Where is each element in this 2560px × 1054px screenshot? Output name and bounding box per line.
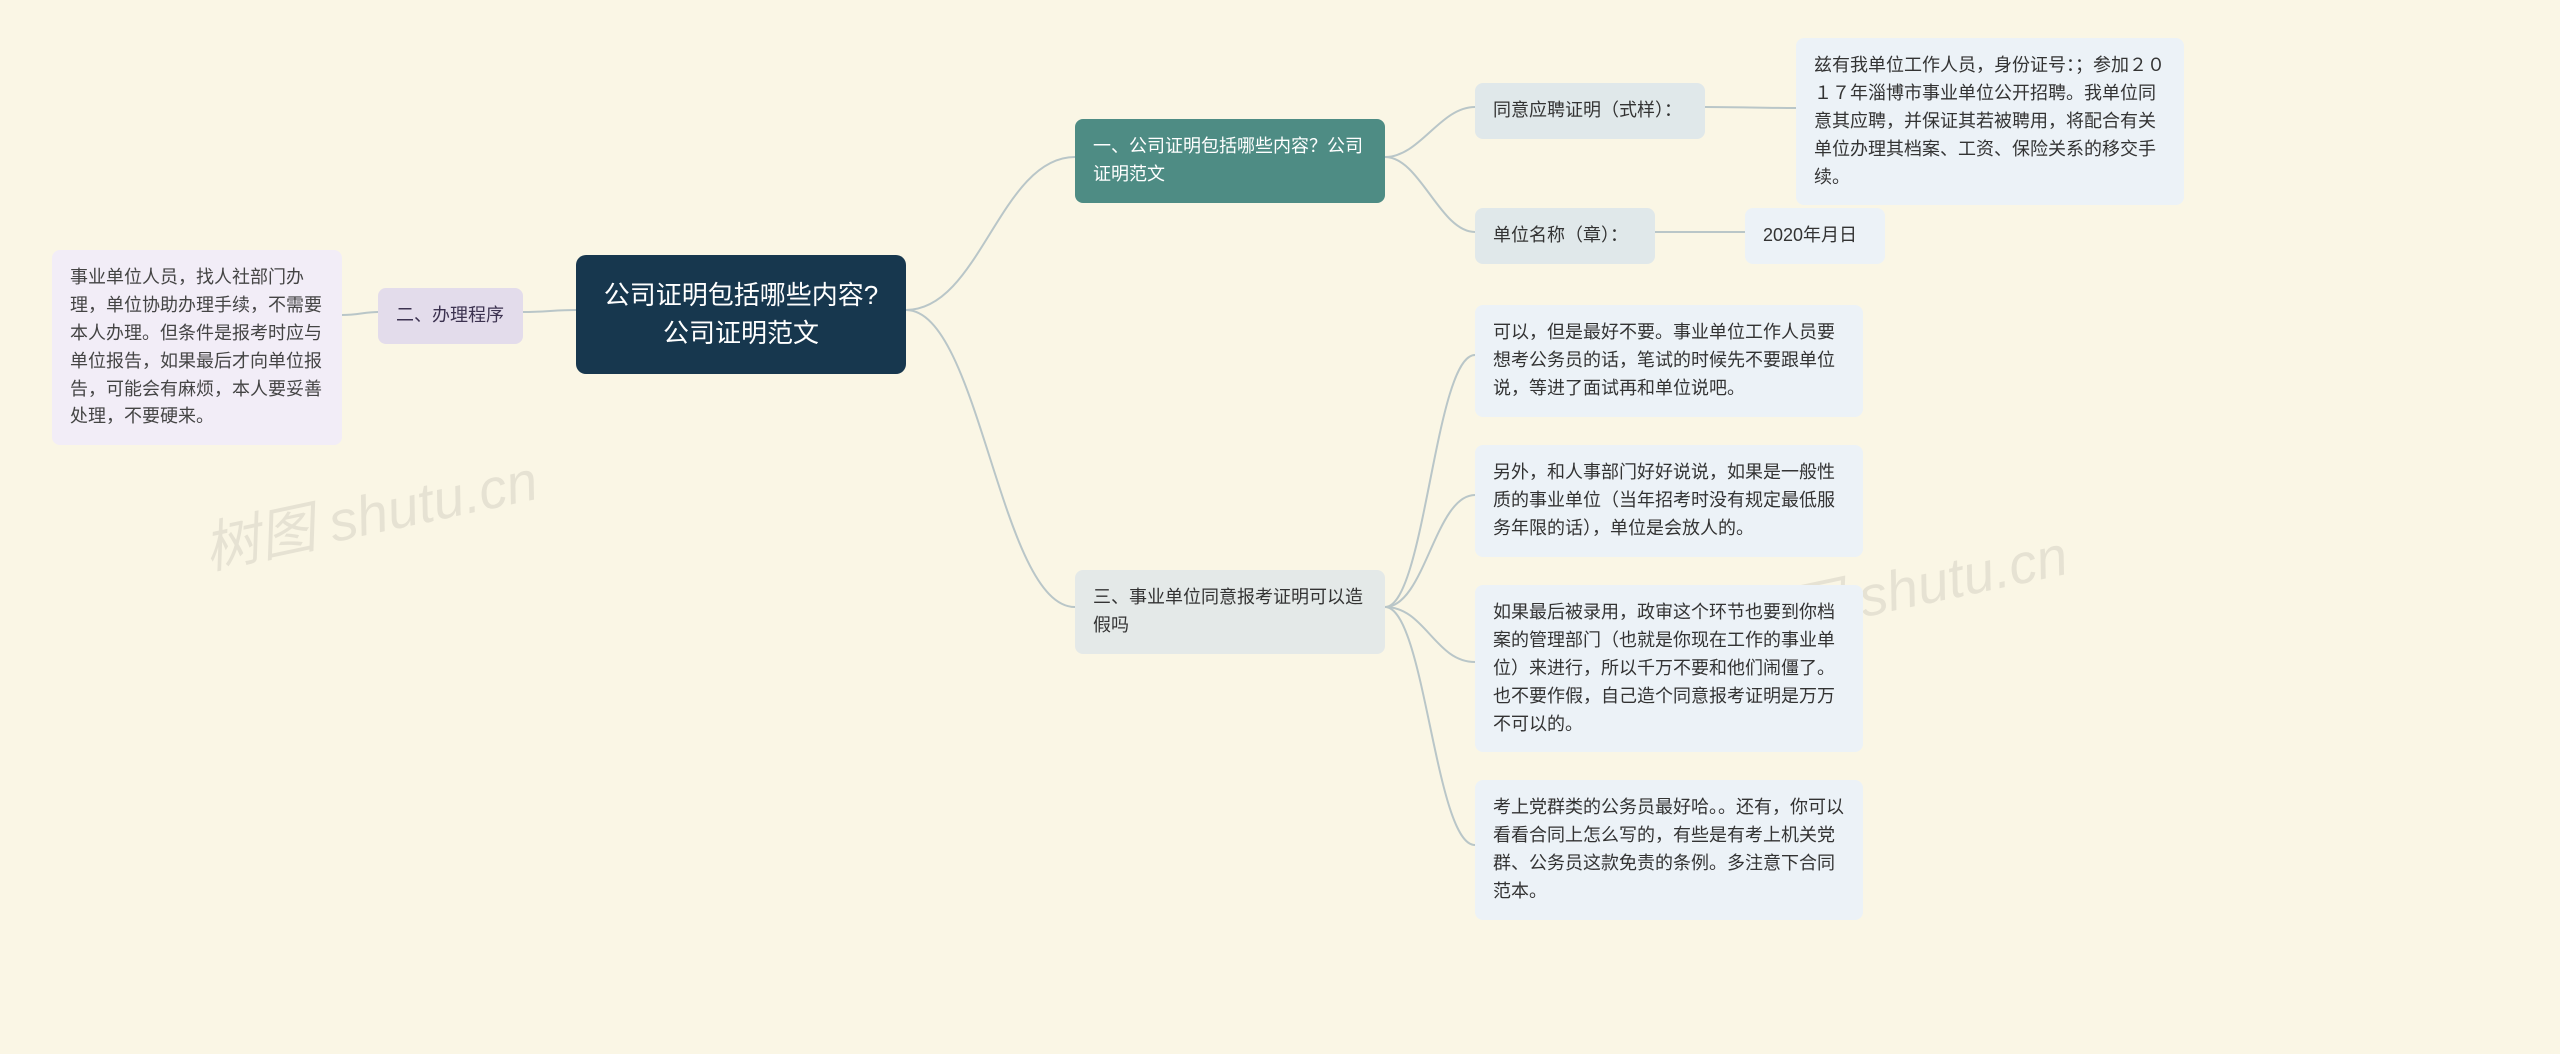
section1-c2-node[interactable]: 单位名称（章）： bbox=[1475, 208, 1655, 264]
watermark: 树图 shutu.cn bbox=[195, 436, 544, 586]
section3-r1-node: 可以，但是最好不要。事业单位工作人员要想考公务员的话，笔试的时候先不要跟单位说，… bbox=[1475, 305, 1863, 417]
section1-c1-node[interactable]: 同意应聘证明（式样）： bbox=[1475, 83, 1705, 139]
section3-node[interactable]: 三、事业单位同意报考证明可以造假吗 bbox=[1075, 570, 1385, 654]
section3-r4-node: 考上党群类的公务员最好哈。。还有，你可以看看合同上怎么写的，有些是有考上机关党群… bbox=[1475, 780, 1863, 920]
section2-left1-node: 事业单位人员，找人社部门办理，单位协助办理手续，不需要本人办理。但条件是报考时应… bbox=[52, 250, 342, 445]
root-node[interactable]: 公司证明包括哪些内容?公司证明范文 bbox=[576, 255, 906, 374]
section3-r3-node: 如果最后被录用，政审这个环节也要到你档案的管理部门（也就是你现在工作的事业单位）… bbox=[1475, 585, 1863, 752]
section1-c1-d1-node: 兹有我单位工作人员，身份证号：；参加２０１７年淄博市事业单位公开招聘。我单位同意… bbox=[1796, 38, 2184, 205]
section2-node[interactable]: 二、办理程序 bbox=[378, 288, 523, 344]
section3-r2-node: 另外，和人事部门好好说说，如果是一般性质的事业单位（当年招考时没有规定最低服务年… bbox=[1475, 445, 1863, 557]
section1-c2-d2-node: 2020年月日 bbox=[1745, 208, 1885, 264]
section1-node[interactable]: 一、公司证明包括哪些内容？公司证明范文 bbox=[1075, 119, 1385, 203]
